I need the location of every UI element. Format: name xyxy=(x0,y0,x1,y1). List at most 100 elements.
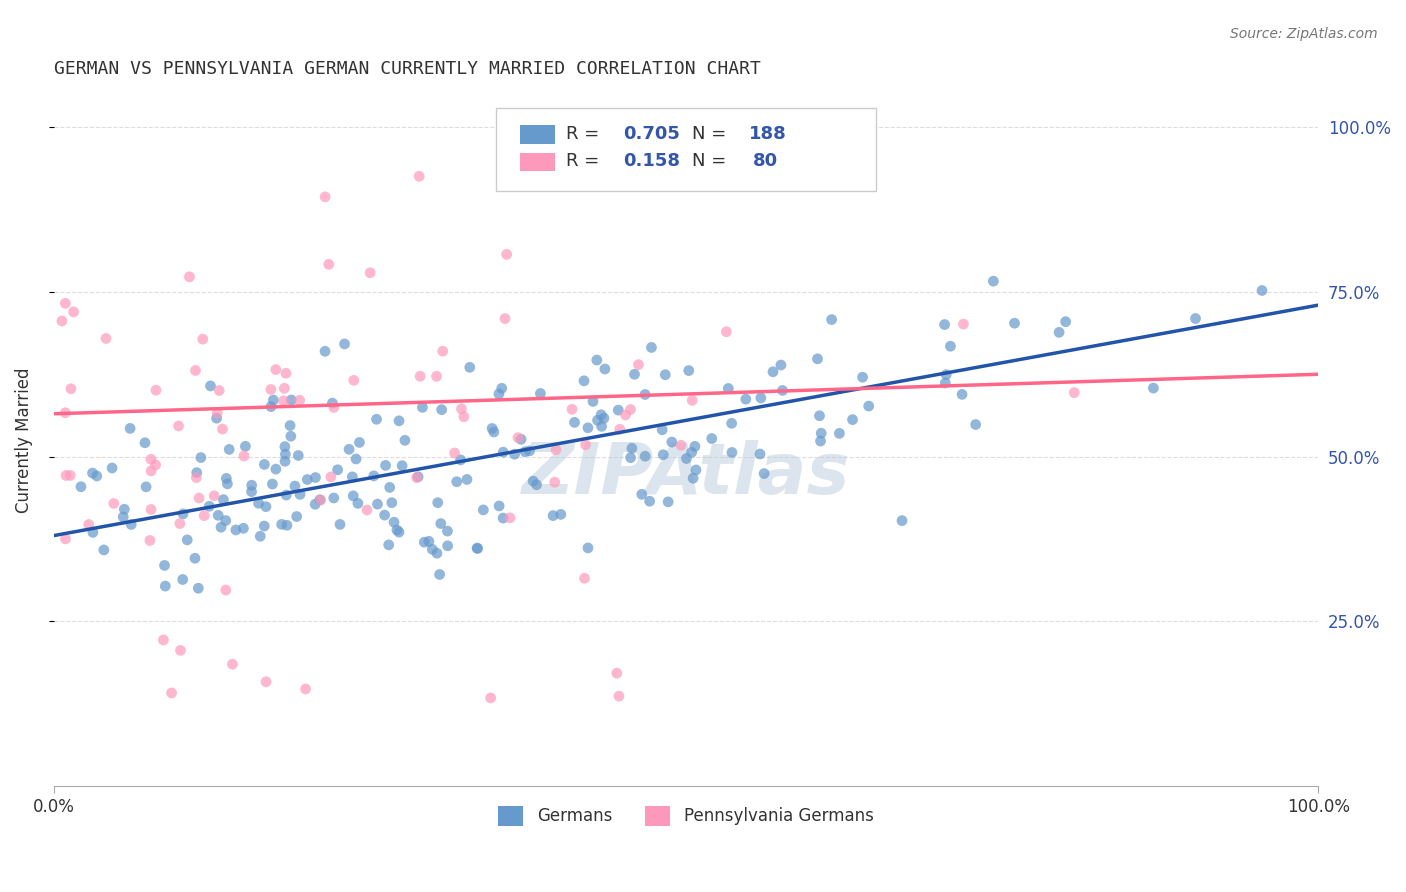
Point xyxy=(858,399,880,413)
Point xyxy=(253,519,276,533)
Point xyxy=(274,440,297,454)
Point xyxy=(82,466,104,480)
Point xyxy=(544,442,567,457)
Point xyxy=(952,317,974,331)
Text: N =: N = xyxy=(692,153,733,170)
Point xyxy=(337,442,360,457)
Point xyxy=(169,516,191,531)
Point xyxy=(388,414,411,428)
FancyBboxPatch shape xyxy=(520,153,554,171)
Point xyxy=(458,360,481,375)
Point xyxy=(153,558,176,573)
Point xyxy=(564,416,586,430)
Point xyxy=(506,431,529,445)
Point xyxy=(308,492,330,507)
Point xyxy=(333,337,356,351)
Point xyxy=(443,446,465,460)
Point xyxy=(205,411,228,425)
Text: R =: R = xyxy=(567,153,605,170)
Point xyxy=(135,480,157,494)
Point xyxy=(634,449,657,463)
Point xyxy=(675,451,697,466)
Point xyxy=(202,489,225,503)
Point xyxy=(510,433,533,447)
Point xyxy=(481,421,503,435)
Point xyxy=(254,674,277,689)
Point xyxy=(262,477,284,491)
Point xyxy=(576,541,599,555)
Point xyxy=(288,487,311,501)
Point xyxy=(661,435,683,450)
Point xyxy=(55,532,77,546)
Point xyxy=(810,434,832,448)
Point xyxy=(1054,315,1077,329)
Point xyxy=(70,480,93,494)
Point xyxy=(420,542,443,557)
Point xyxy=(619,402,641,417)
Point xyxy=(186,466,208,480)
Point xyxy=(377,538,399,552)
Point xyxy=(593,411,616,425)
Point xyxy=(374,458,396,473)
Point xyxy=(356,503,378,517)
Point xyxy=(217,476,239,491)
Point xyxy=(606,666,628,681)
Point xyxy=(446,475,468,489)
Point xyxy=(82,525,104,540)
Point xyxy=(841,412,863,426)
Point xyxy=(654,368,676,382)
Point xyxy=(103,496,125,510)
Text: R =: R = xyxy=(567,125,605,143)
Point xyxy=(426,546,449,560)
Point xyxy=(657,495,679,509)
Point xyxy=(430,402,453,417)
Point xyxy=(820,312,842,326)
Point xyxy=(280,392,302,407)
Point xyxy=(769,358,792,372)
Point xyxy=(344,452,367,467)
Point xyxy=(381,496,404,510)
Point xyxy=(634,387,657,401)
Point xyxy=(179,269,201,284)
Point xyxy=(408,169,430,184)
Point xyxy=(270,517,292,532)
Point xyxy=(314,190,336,204)
Point xyxy=(828,426,851,441)
Point xyxy=(366,412,388,426)
Point xyxy=(482,425,505,439)
Point xyxy=(430,516,453,531)
Point xyxy=(479,690,502,705)
Point xyxy=(965,417,987,432)
Point xyxy=(499,511,522,525)
Point xyxy=(274,454,297,468)
Point xyxy=(120,517,142,532)
Point xyxy=(808,409,831,423)
Point xyxy=(262,393,284,408)
Point xyxy=(221,657,243,672)
Point xyxy=(425,369,447,384)
Point xyxy=(207,406,229,420)
Point xyxy=(749,391,772,405)
Point xyxy=(184,551,207,566)
Point xyxy=(749,447,772,461)
Point xyxy=(139,533,162,548)
Point xyxy=(385,523,408,537)
Point xyxy=(717,382,740,396)
Point xyxy=(53,406,76,420)
Point xyxy=(314,344,336,359)
Point xyxy=(145,458,167,472)
Point xyxy=(456,472,478,486)
Point xyxy=(429,567,451,582)
Point xyxy=(669,438,692,452)
Point xyxy=(522,474,544,488)
Point xyxy=(215,514,238,528)
Point xyxy=(526,477,548,491)
Text: 0.158: 0.158 xyxy=(623,153,681,170)
Point xyxy=(716,325,738,339)
Point xyxy=(682,471,704,485)
Point xyxy=(218,442,240,457)
Point xyxy=(101,461,124,475)
Point xyxy=(1047,326,1070,340)
Point xyxy=(683,439,706,453)
Point xyxy=(488,387,510,401)
